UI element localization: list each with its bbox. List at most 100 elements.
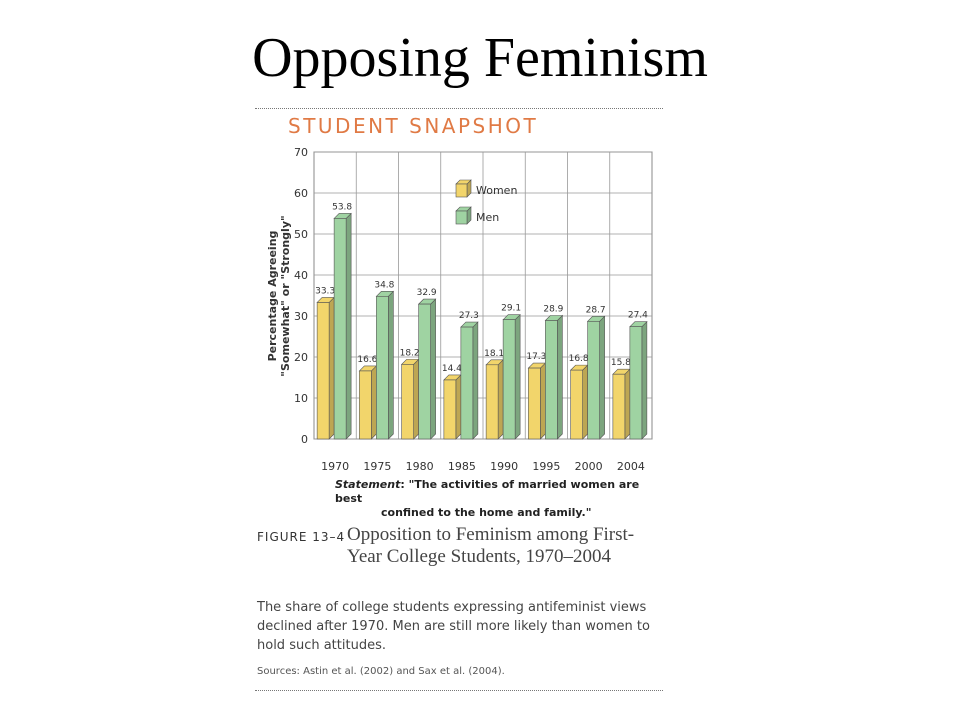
bar-front [316,302,330,440]
bar-women-1970: 33.3 [315,286,335,440]
bar-value-label: 16.8 [569,354,589,364]
bar-men-1975: 34.8 [374,280,395,440]
bar-value-label: 32.9 [417,288,437,298]
bar-women-1990: 18.1 [484,349,504,440]
y-axis-label-line1: Percentage Agreeing [266,231,279,362]
statement-line1: : "The activities of married women are b… [335,478,640,505]
legend-item-women: Women [455,179,517,198]
figure-title: Opposition to Feminism among First-Year … [347,524,635,567]
slide-title: Opposing Feminism [252,27,708,89]
bar-women-1985: 14.4 [442,364,462,440]
bar-value-label: 18.2 [400,348,420,358]
y-axis-label-line2: "Somewhat" or "Strongly" [279,215,292,376]
x-axis-ticks: 1970 1975 1980 1985 1990 1995 2000 2004 [321,460,645,473]
x-tick-label: 2000 [575,460,603,473]
bar-value-label: 15.8 [611,358,631,368]
bar-front [333,218,347,440]
bar-value-label: 34.8 [374,280,394,290]
statement-line2: confined to the home and family." [381,506,592,519]
x-tick-label: 1995 [532,460,560,473]
bar-front [587,321,600,440]
bar-side [641,320,648,440]
bar-side [624,368,631,440]
bar-value-label: 18.1 [484,349,504,359]
bar-front [460,326,474,440]
bar-men-1995: 28.9 [543,305,564,440]
figure-sources: Sources: Astin et al. (2002) and Sax et … [257,666,505,677]
x-tick-label: 1970 [321,460,349,473]
bar-front [545,320,558,440]
bar-side [388,290,394,440]
legend-label: Men [476,211,499,224]
bar-front [401,364,414,440]
y-tick-label: 40 [294,269,308,282]
bar-value-label: 29.1 [501,304,521,314]
bar-side [472,321,479,440]
bar-value-label: 33.3 [315,286,335,296]
x-tick-label: 1985 [448,460,476,473]
bar-men-1990: 29.1 [501,304,521,440]
bar-side [557,314,563,440]
x-tick-label: 1990 [490,460,518,473]
bar-front [376,296,389,440]
bar-value-label: 27.3 [459,311,479,321]
bar-front [528,367,541,440]
y-tick-label: 30 [294,310,308,323]
bar-side [455,374,462,440]
legend-swatch [455,183,468,198]
bar-side [514,313,521,440]
y-axis-ticks: 0 10 20 30 40 50 60 70 [294,146,308,446]
bar-front [629,326,643,440]
bar-front [418,303,431,440]
bar-side [413,358,419,440]
bar-women-2000: 16.8 [569,354,589,440]
bar-side [430,298,436,440]
x-tick-label: 2004 [617,460,645,473]
figure-description: The share of college students expressing… [257,600,650,653]
y-tick-label: 0 [301,433,308,446]
x-tick-label: 1980 [406,460,434,473]
bar-men-1985: 27.3 [459,311,479,440]
legend-item-men: Men [455,206,499,225]
legend-swatch [455,210,468,225]
bar-front [359,370,372,440]
y-tick-label: 10 [294,392,308,405]
legend-label: Women [476,184,517,197]
bar-side [599,315,605,440]
bar-side [328,296,335,440]
bar-women-1975: 16.6 [357,355,378,440]
bottom-divider [255,690,663,691]
bar-front [443,379,457,440]
bar-side [371,365,377,440]
bar-men-2000: 28.7 [586,305,606,440]
figure-label: FIGURE 13–4 [257,530,346,544]
y-axis-label: Percentage Agreeing "Somewhat" or "Strong… [266,215,292,376]
bar-value-label: 17.3 [526,352,546,362]
bar-women-2004: 15.8 [611,358,631,440]
y-tick-label: 60 [294,187,308,200]
top-divider [255,108,663,109]
bar-side [582,364,588,440]
chart-grid [313,151,653,440]
statement-label: Statement [335,478,401,491]
bar-value-label: 28.9 [543,305,563,315]
bar-value-label: 16.6 [357,355,377,365]
y-tick-label: 50 [294,228,308,241]
bar-value-label: 53.8 [332,202,352,212]
x-tick-label: 1975 [363,460,391,473]
y-tick-label: 20 [294,351,308,364]
bar-front [570,369,583,440]
bar-side [540,362,546,440]
chart-legend: Women Men [455,179,517,225]
bar-men-2004: 27.4 [628,311,648,440]
bar-side [345,212,352,440]
bar-front [502,319,516,440]
chart-statement: Statement: "The activities of married wo… [335,478,665,520]
bar-women-1980: 18.2 [400,348,420,440]
bar-value-label: 28.7 [586,305,606,315]
bar-value-label: 27.4 [628,311,648,321]
chart-bars: 33.3 16.6 18.2 14.4 18.1 17.3 16.8 15.8 53.8 34.8… [315,202,648,440]
bar-value-label: 14.4 [442,364,462,374]
bar-men-1980: 32.9 [417,288,437,440]
